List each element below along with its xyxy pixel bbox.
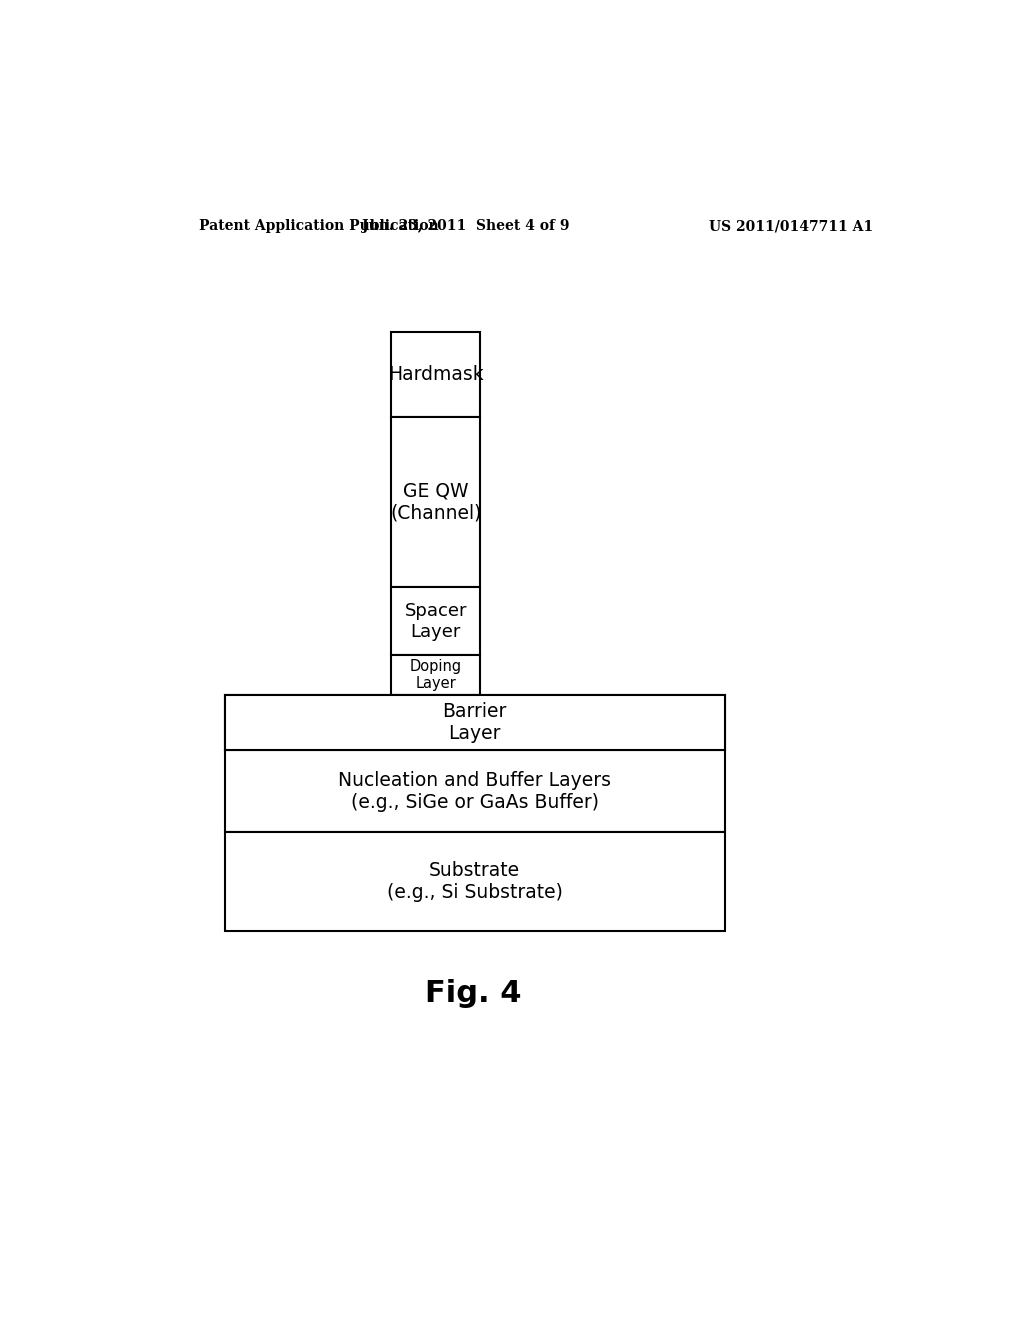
Bar xyxy=(225,696,725,750)
Bar xyxy=(391,417,480,587)
Text: Hardmask: Hardmask xyxy=(388,364,483,384)
Bar xyxy=(391,587,480,656)
Text: Jun. 23, 2011  Sheet 4 of 9: Jun. 23, 2011 Sheet 4 of 9 xyxy=(361,219,569,234)
Text: Barrier
Layer: Barrier Layer xyxy=(442,702,507,743)
Text: Doping
Layer: Doping Layer xyxy=(410,659,462,692)
Text: Barrier
Layer: Barrier Layer xyxy=(442,702,507,743)
Bar xyxy=(225,696,725,750)
Text: Nucleation and Buffer Layers
(e.g., SiGe or GaAs Buffer): Nucleation and Buffer Layers (e.g., SiGe… xyxy=(338,771,611,812)
Bar xyxy=(391,656,480,696)
Text: Substrate
(e.g., Si Substrate): Substrate (e.g., Si Substrate) xyxy=(387,861,563,902)
Text: Patent Application Publication: Patent Application Publication xyxy=(200,219,439,234)
Text: US 2011/0147711 A1: US 2011/0147711 A1 xyxy=(709,219,872,234)
Bar xyxy=(391,333,480,417)
Text: Fig. 4: Fig. 4 xyxy=(425,979,521,1008)
Text: Spacer
Layer: Spacer Layer xyxy=(404,602,467,640)
Bar xyxy=(225,833,725,931)
Text: GE QW
(Channel): GE QW (Channel) xyxy=(390,482,481,523)
Bar xyxy=(225,750,725,833)
